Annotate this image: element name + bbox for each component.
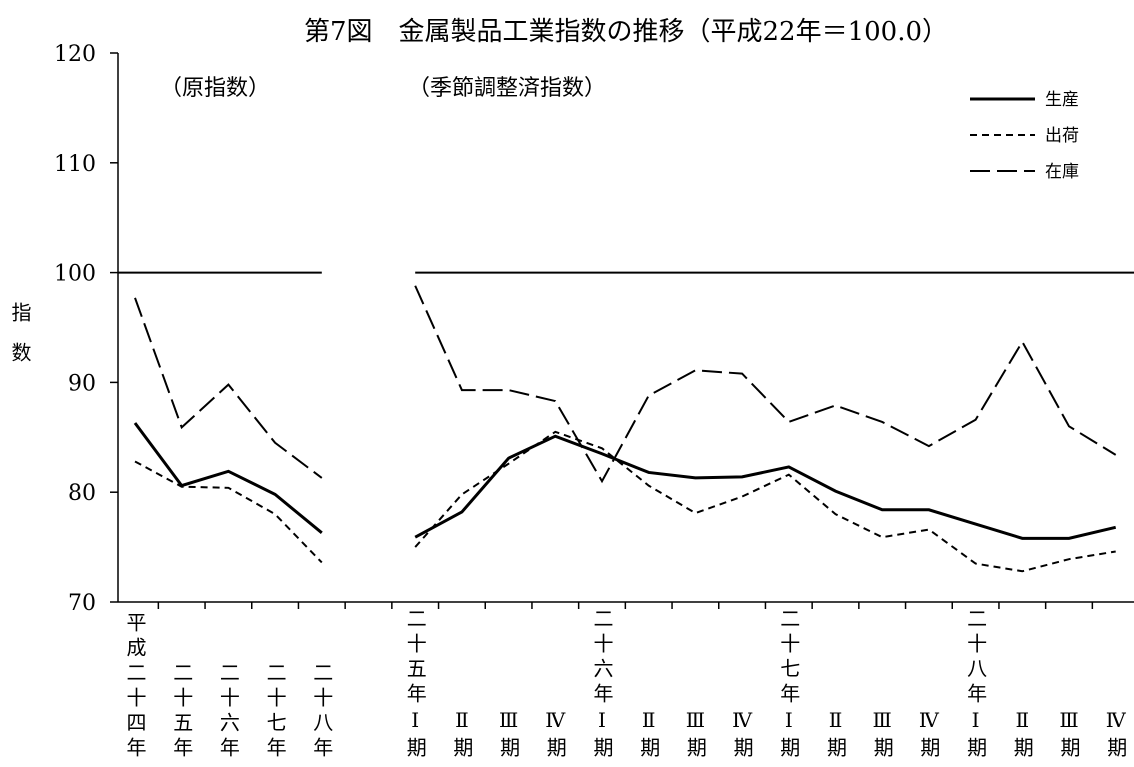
legend-label: 在庫 (1045, 162, 1079, 182)
x-tick-label: 二十七年 (263, 662, 287, 762)
annotation: （季節調整済指数） (408, 76, 606, 101)
x-tick-label: Ⅳ期 (543, 708, 567, 762)
y-axis-label: 指数 (8, 302, 32, 382)
legend-label: 出荷 (1045, 126, 1079, 146)
x-tick-label: Ⅳ期 (917, 708, 941, 762)
x-tick-label: 平成二十四年 (123, 612, 147, 762)
legend-label: 生産 (1045, 90, 1079, 110)
x-tick-label: 二十八年Ⅰ期 (964, 608, 988, 762)
x-tick-label: 二十六年 (216, 662, 240, 762)
x-tick-label: Ⅲ期 (1057, 708, 1081, 762)
series-line (133, 422, 1117, 540)
x-tick-label: 二十五年Ⅰ期 (403, 608, 427, 762)
x-tick-label: Ⅲ期 (497, 708, 521, 762)
x-tick-label: Ⅱ期 (450, 708, 474, 762)
y-tick-label: 100 (54, 262, 96, 287)
x-tick-label: 二十五年 (170, 662, 194, 762)
y-tick-label: 120 (54, 42, 96, 67)
y-tick-label: 80 (68, 481, 96, 506)
annotation: （原指数） (160, 76, 270, 101)
x-tick-label: 二十六年Ⅰ期 (590, 608, 614, 762)
y-tick-label: 110 (54, 152, 96, 177)
x-tick-label: 二十八年 (310, 662, 334, 762)
x-tick-label: Ⅳ期 (730, 708, 754, 762)
series-line (134, 430, 1116, 573)
x-tick-label: Ⅱ期 (824, 708, 848, 762)
y-tick-label: 70 (68, 591, 96, 616)
x-tick-label: Ⅳ期 (1104, 708, 1128, 762)
y-tick-label: 90 (68, 371, 96, 396)
series-line (134, 285, 1117, 484)
x-tick-label: Ⅱ期 (637, 708, 661, 762)
x-tick-label: Ⅱ期 (1010, 708, 1034, 762)
x-tick-label: 二十七年Ⅰ期 (777, 608, 801, 762)
x-tick-label: Ⅲ期 (683, 708, 707, 762)
chart-title: 第7図 金属製品工業指数の推移（平成22年＝100.0） (304, 17, 948, 47)
x-tick-label: Ⅲ期 (870, 708, 894, 762)
